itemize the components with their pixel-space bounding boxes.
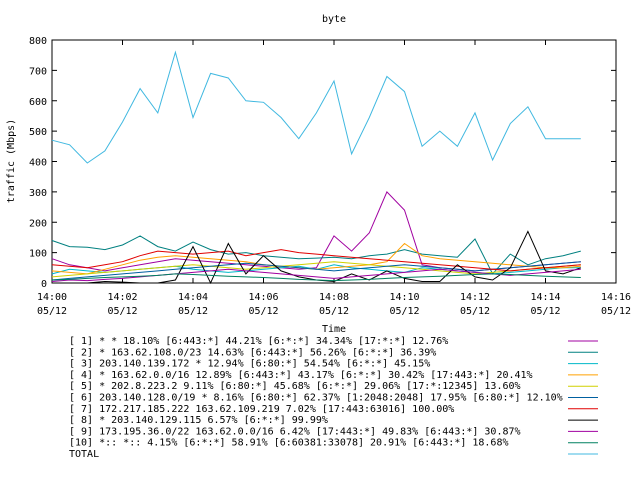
legend-label-7: [ 7] 172.217.185.222 163.62.109.219 7.02… [69, 404, 454, 415]
x-tick-time: 14:06 [248, 292, 278, 303]
x-tick-date: 05/12 [319, 306, 349, 317]
legend-label-5: [ 5] * 202.8.223.2 9.11% [6:80:*] 45.68%… [69, 381, 521, 392]
legend-label-4: [ 4] * 163.62.0.0/16 12.89% [6:443:*] 43… [69, 370, 533, 381]
series-line-10 [51, 273, 581, 282]
x-tick-time: 14:12 [460, 292, 490, 303]
y-tick-label: 0 [41, 279, 47, 290]
legend-label-2: [ 2] * 163.62.108.0/23 14.63% [6:443:*] … [69, 347, 436, 358]
legend-label-10: [10] *:: *:: 4.15% [6:*:*] 58.91% [6:603… [69, 438, 509, 449]
plot-area-frame [51, 39, 617, 284]
legend-label-8: [ 8] * 203.140.129.115 6.57% [6:*:*] 99.… [69, 415, 328, 426]
y-tick-label: 500 [29, 127, 47, 138]
y-axis-label: traffic (Mbps) [6, 119, 17, 203]
y-tick-label: 400 [29, 158, 47, 169]
series-line-5 [51, 261, 581, 278]
x-tick-date: 05/12 [601, 306, 631, 317]
chart-title: byte [322, 14, 346, 25]
x-tick-date: 05/12 [460, 306, 490, 317]
x-tick-time: 14:00 [37, 292, 67, 303]
x-axis-label: Time [322, 324, 346, 335]
y-tick-label: 200 [29, 218, 47, 229]
x-tick-time: 14:02 [107, 292, 137, 303]
y-tick-label: 100 [29, 249, 47, 260]
legend: [ 1] * * 18.10% [6:443:*] 44.21% [6:*:*]… [69, 336, 598, 460]
legend-label-11: TOTAL [69, 449, 99, 460]
x-tick-time: 14:08 [319, 292, 349, 303]
y-tick-label: 700 [29, 66, 47, 77]
legend-label-3: [ 3] 203.140.139.172 * 12.94% [6:80:*] 5… [69, 359, 430, 370]
series-lines [51, 50, 581, 285]
y-tick-label: 300 [29, 188, 47, 199]
x-tick-time: 14:16 [601, 292, 631, 303]
y-tick-label: 800 [29, 36, 47, 47]
x-tick-date: 05/12 [389, 306, 419, 317]
legend-label-6: [ 6] 203.140.128.0/19 * 8.16% [6:80:*] 6… [69, 393, 563, 404]
x-tick-date: 05/12 [37, 306, 67, 317]
x-tick-time: 14:10 [389, 292, 419, 303]
x-tick-date: 05/12 [530, 306, 560, 317]
x-tick-date: 05/12 [248, 306, 278, 317]
x-tick-time: 14:14 [530, 292, 560, 303]
legend-label-9: [ 9] 173.195.36.0/22 163.62.0.0/16 6.42%… [69, 426, 521, 437]
legend-label-1: [ 1] * * 18.10% [6:443:*] 44.21% [6:*:*]… [69, 336, 448, 347]
x-tick-time: 14:04 [178, 292, 208, 303]
x-tick-date: 05/12 [178, 306, 208, 317]
series-line-7 [51, 249, 581, 272]
y-tick-label: 600 [29, 97, 47, 108]
x-tick-date: 05/12 [107, 306, 137, 317]
series-line-11 [51, 50, 581, 164]
series-line-8 [52, 230, 581, 285]
x-axis-ticks: 14:00 05/12 14:02 05/12 14:04 05/12 14:06 05/12… [37, 40, 631, 317]
y-axis-ticks: 0 100 200 300 400 500 600 700 800 [29, 36, 616, 290]
